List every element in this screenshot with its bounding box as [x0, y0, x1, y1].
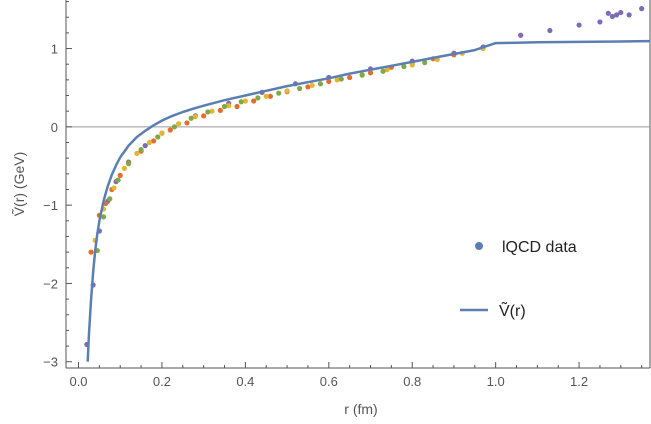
- data-point: [276, 90, 282, 96]
- data-point: [255, 95, 261, 101]
- data-point: [309, 82, 315, 88]
- data-point: [367, 70, 374, 76]
- data-point: [209, 108, 215, 114]
- data-point: [121, 165, 127, 171]
- data-point: [115, 177, 121, 183]
- x-tick-label: 0.4: [236, 374, 254, 389]
- data-point: [111, 185, 117, 191]
- x-axis-label: r (fm): [344, 401, 377, 417]
- x-tick-label: 0.6: [320, 374, 338, 389]
- data-point: [226, 103, 232, 109]
- data-point: [107, 196, 113, 202]
- data-point: [205, 109, 211, 115]
- data-point: [384, 67, 390, 73]
- data-point: [267, 93, 273, 99]
- data-point: [380, 68, 386, 74]
- data-point: [155, 134, 161, 140]
- y-tick-label: −1: [43, 198, 58, 213]
- x-tick-label: 1.0: [487, 374, 505, 389]
- data-point: [171, 124, 178, 130]
- data-point: [618, 9, 624, 16]
- points-layer: [84, 6, 645, 348]
- data-point: [167, 127, 173, 133]
- data-point: [125, 161, 132, 167]
- y-tick-label: 1: [51, 42, 58, 57]
- data-point: [117, 172, 123, 178]
- data-point: [334, 77, 340, 83]
- data-point: [201, 113, 207, 119]
- data-point: [142, 143, 148, 149]
- data-point: [401, 63, 407, 70]
- data-point: [597, 19, 603, 25]
- x-tick-label: 0.8: [403, 374, 421, 389]
- legend-marker-point: [475, 242, 483, 250]
- fit-line-layer: [86, 39, 651, 362]
- data-point: [263, 93, 269, 99]
- data-point: [576, 22, 582, 28]
- legend-label-lqcd: lQCD data: [502, 239, 577, 256]
- data-point: [134, 150, 140, 157]
- data-point: [176, 121, 182, 127]
- y-tick-label: −2: [43, 276, 58, 291]
- x-tick-label: 0.2: [153, 374, 171, 389]
- data-point: [326, 78, 332, 85]
- data-point: [359, 72, 365, 78]
- x-tick-label: 1.2: [570, 374, 588, 389]
- data-point: [217, 107, 223, 113]
- data-point: [547, 27, 553, 34]
- data-point: [234, 103, 240, 110]
- data-point: [305, 84, 311, 90]
- data-point: [409, 62, 415, 68]
- data-point: [242, 98, 248, 104]
- data-point: [614, 12, 620, 18]
- data-point: [605, 10, 611, 16]
- data-point: [639, 6, 645, 12]
- data-point: [221, 103, 228, 110]
- legend: lQCD data Ṽ(r): [460, 239, 577, 320]
- y-tick-label: −3: [43, 355, 58, 370]
- data-point: [626, 12, 632, 18]
- data-point: [146, 139, 153, 146]
- tick-layer: 0.0 0.2 0.4 0.6 0.8 1.0 1.2 −3 −2 −1 0 1: [43, 1, 643, 389]
- data-point: [100, 214, 107, 220]
- y-tick-label: 0: [51, 120, 58, 135]
- fit-line: [86, 39, 651, 362]
- legend-label-fit: Ṽ(r): [499, 300, 526, 320]
- data-point: [88, 249, 94, 255]
- data-point: [609, 13, 616, 20]
- data-point: [184, 120, 190, 126]
- data-point: [422, 60, 428, 66]
- x-tick-label: 0.0: [69, 374, 87, 389]
- data-point: [192, 114, 198, 120]
- data-point: [297, 85, 303, 92]
- plot-frame: [65, 0, 651, 369]
- data-point: [338, 76, 344, 82]
- data-point: [159, 130, 165, 136]
- data-point: [347, 74, 353, 81]
- data-point: [251, 98, 257, 104]
- data-point: [138, 146, 144, 153]
- data-point: [284, 88, 290, 94]
- data-point: [518, 32, 524, 38]
- data-point: [188, 115, 194, 121]
- data-point: [317, 81, 324, 87]
- y-axis-label: Ṽ(r) (GeV): [11, 152, 27, 217]
- data-point: [238, 99, 244, 105]
- data-point: [151, 138, 157, 144]
